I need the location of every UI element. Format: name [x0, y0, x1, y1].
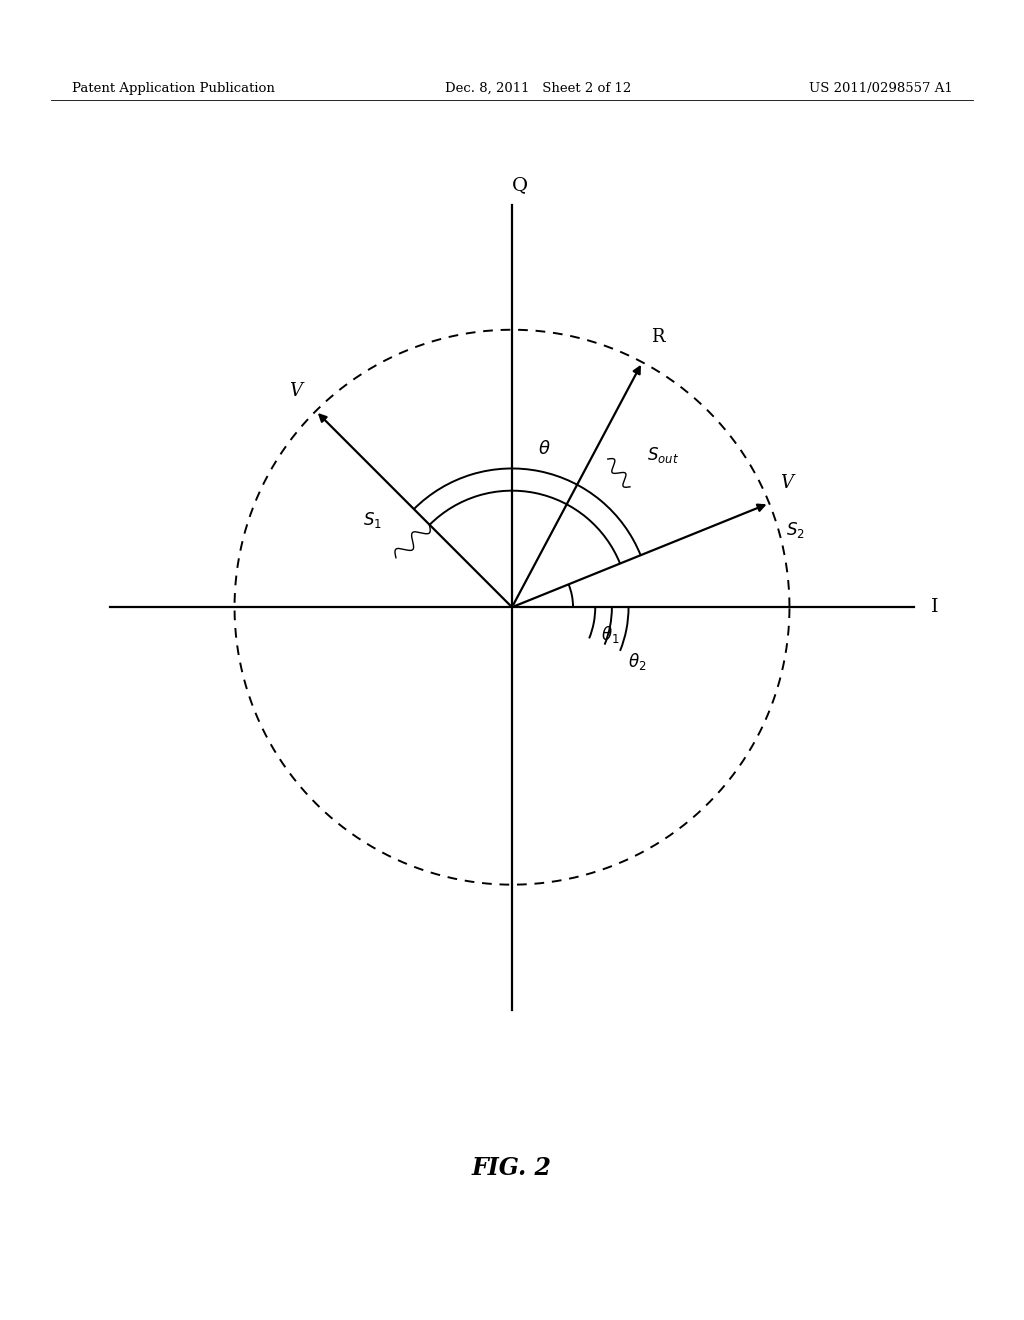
- Text: Dec. 8, 2011   Sheet 2 of 12: Dec. 8, 2011 Sheet 2 of 12: [445, 82, 632, 95]
- Text: Patent Application Publication: Patent Application Publication: [72, 82, 274, 95]
- Text: $\theta_2$: $\theta_2$: [628, 651, 646, 672]
- Text: FIG. 2: FIG. 2: [472, 1156, 552, 1180]
- Text: $S_2$: $S_2$: [785, 520, 805, 540]
- Text: Q: Q: [512, 176, 528, 194]
- Text: R: R: [650, 327, 665, 346]
- Text: V: V: [289, 381, 302, 400]
- Text: I: I: [931, 598, 939, 616]
- Text: $S_1$: $S_1$: [362, 511, 382, 531]
- Text: V: V: [780, 474, 794, 492]
- Text: $S_{out}$: $S_{out}$: [647, 445, 679, 465]
- Text: $\theta_1$: $\theta_1$: [601, 624, 620, 645]
- Text: US 2011/0298557 A1: US 2011/0298557 A1: [809, 82, 952, 95]
- Text: $\theta$: $\theta$: [538, 441, 551, 458]
